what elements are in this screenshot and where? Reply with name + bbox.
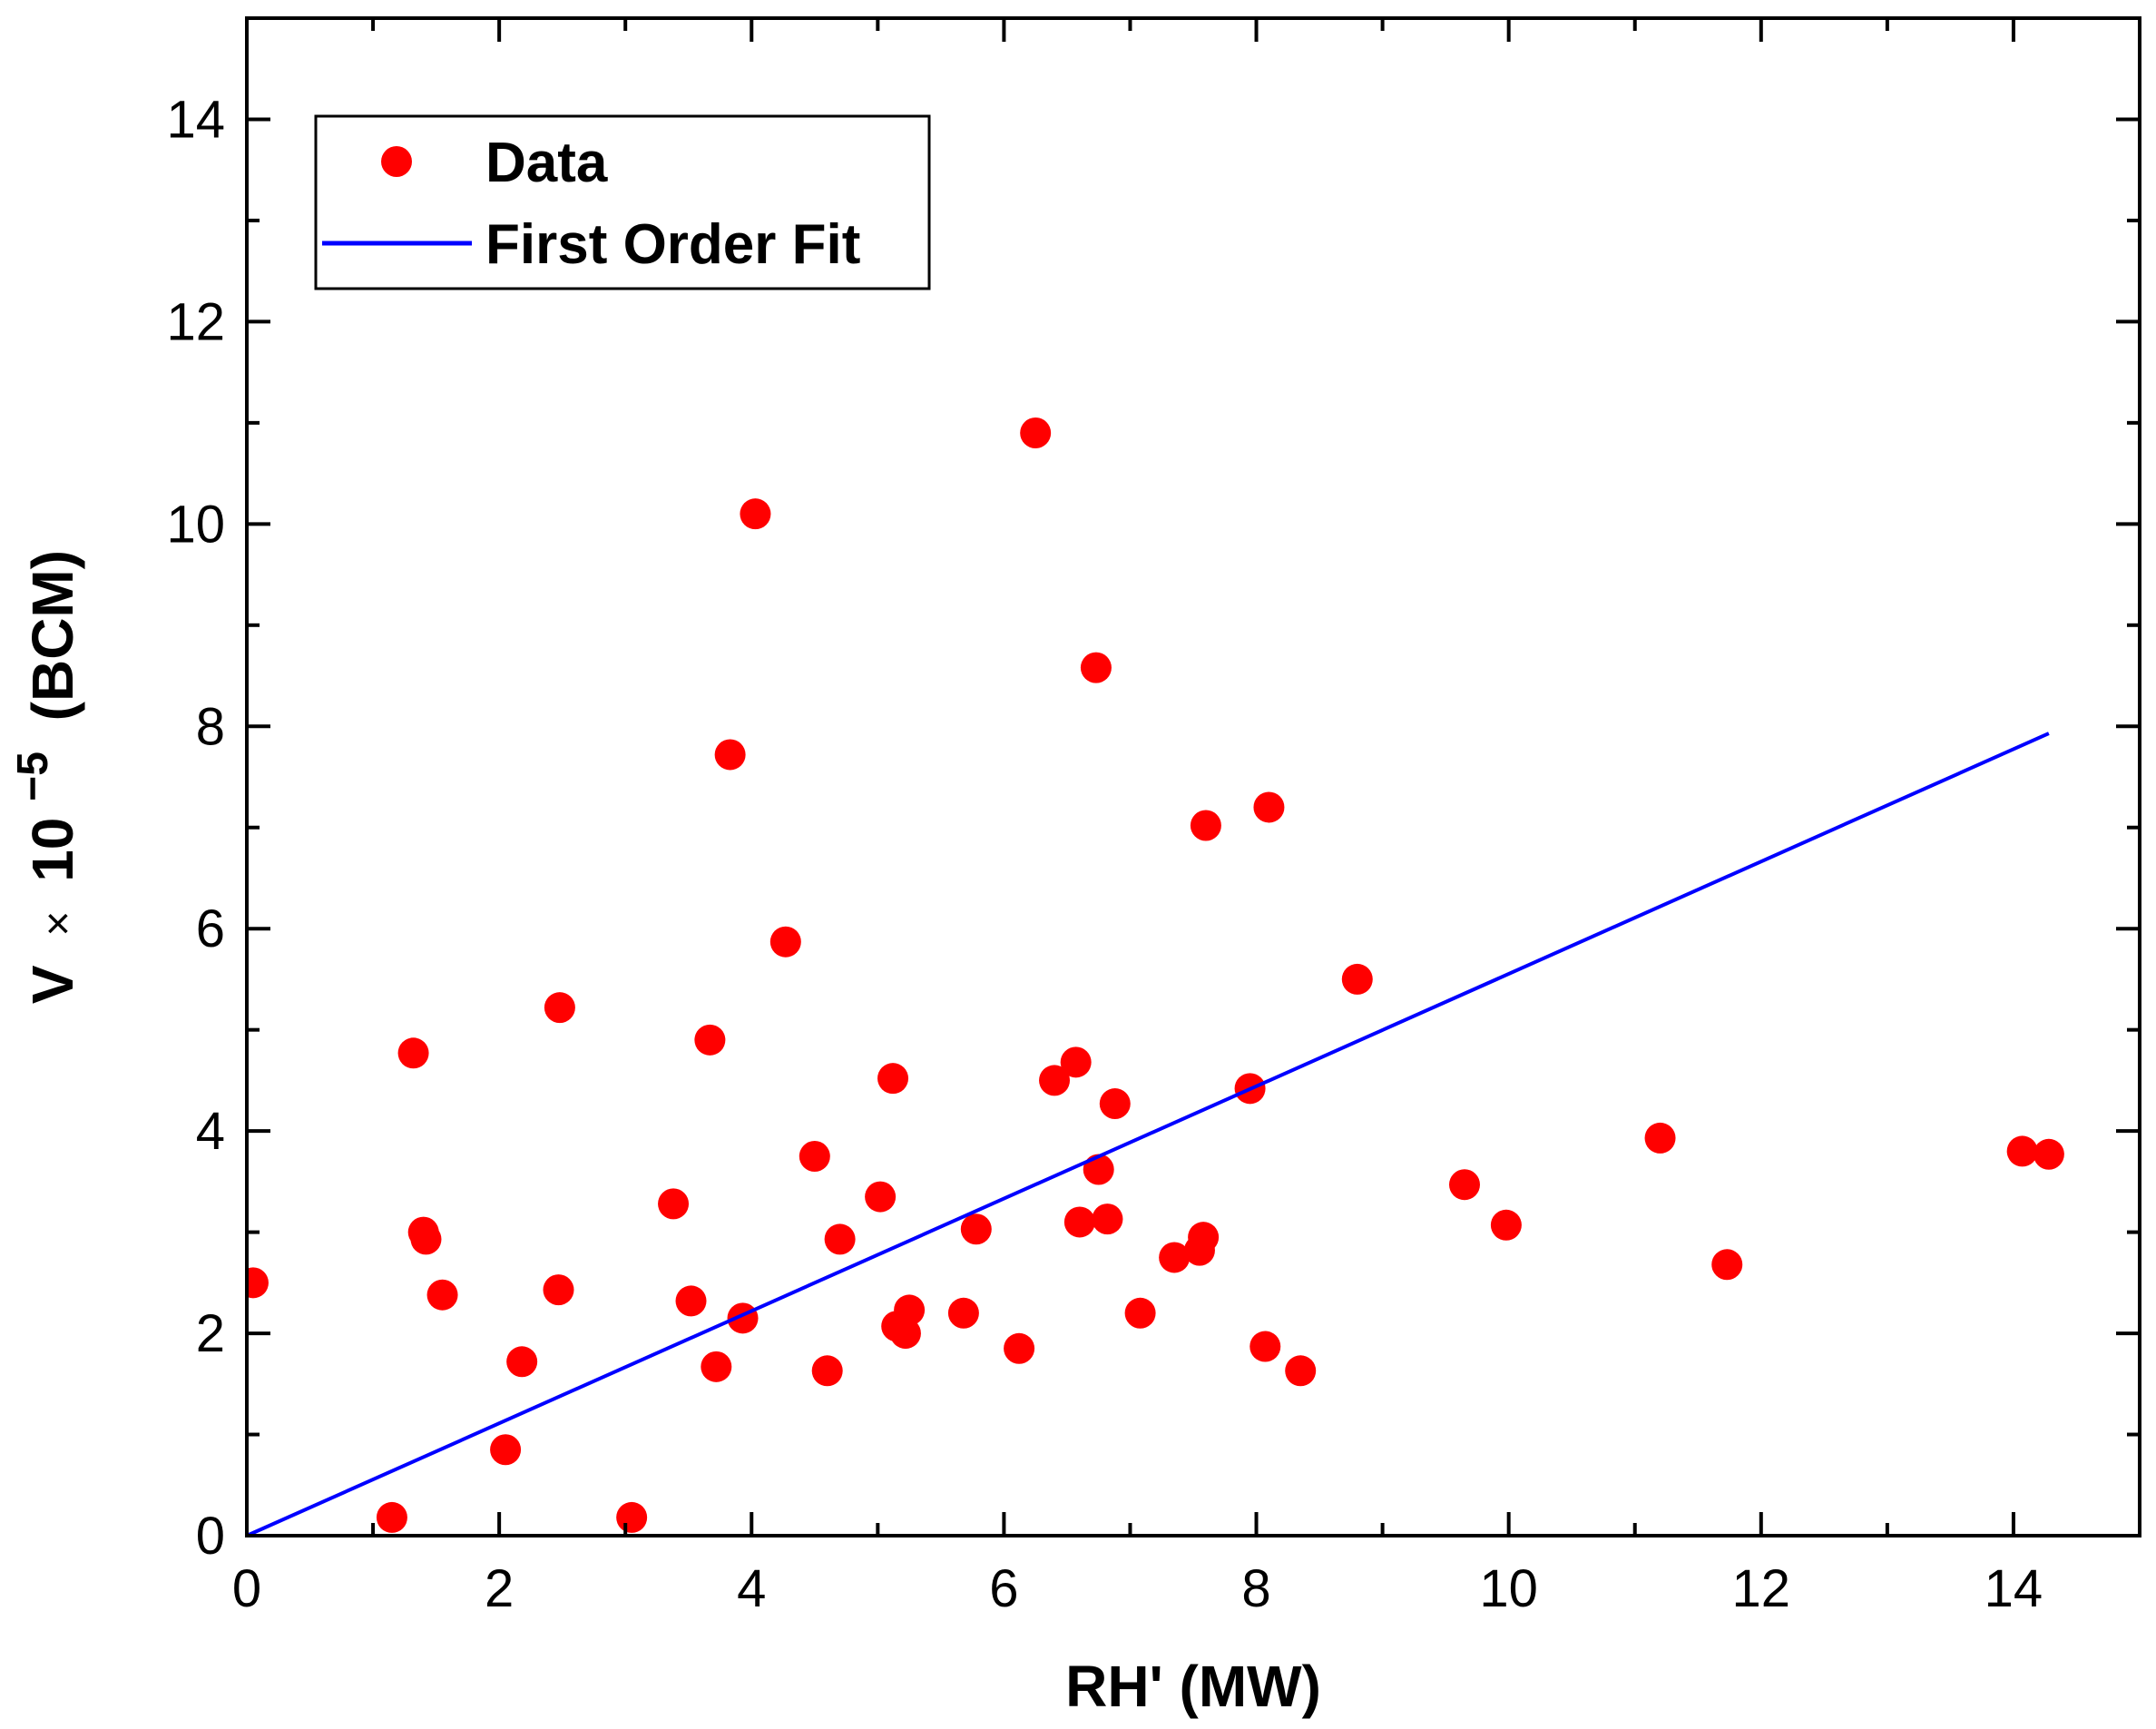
legend: Data First Order Fit	[314, 114, 931, 290]
y-axis-title-ten: 10	[20, 818, 85, 882]
legend-box	[314, 114, 931, 290]
data-point	[799, 1141, 830, 1172]
data-point	[1092, 1203, 1123, 1235]
series-layer	[247, 418, 2064, 1536]
data-point	[426, 1279, 458, 1311]
data-point	[675, 1285, 707, 1317]
data-point	[1448, 1169, 1480, 1201]
data-point	[1020, 418, 1052, 449]
x-tick-label: 12	[1732, 1559, 1791, 1618]
data-point	[889, 1318, 921, 1350]
x-tick-label: 8	[1241, 1559, 1270, 1618]
data-point	[1188, 1222, 1220, 1253]
data-point	[894, 1294, 926, 1326]
data-point	[1004, 1332, 1035, 1364]
data-point	[1711, 1249, 1743, 1281]
data-point	[616, 1501, 648, 1533]
y-axis-title: V × 10 −5 (BCM)	[0, 550, 85, 1004]
y-tick-label: 8	[196, 697, 225, 756]
ticks-layer	[245, 16, 2141, 1537]
x-tick-label: 4	[737, 1559, 766, 1618]
data-point	[1250, 1331, 1281, 1362]
data-point	[769, 926, 801, 958]
data-point	[865, 1181, 897, 1213]
y-tick-label: 12	[166, 292, 225, 351]
data-point	[1063, 1206, 1095, 1238]
data-point	[1253, 791, 1285, 823]
data-point	[960, 1213, 992, 1245]
data-point	[1083, 1154, 1114, 1185]
y-axis-title-exponent: −5	[9, 752, 57, 801]
data-point	[544, 992, 575, 1024]
data-point	[376, 1501, 407, 1533]
data-point	[1124, 1297, 1156, 1329]
x-tick-label: 10	[1479, 1559, 1538, 1618]
data-point	[543, 1274, 574, 1306]
data-point	[397, 1037, 429, 1069]
data-point	[701, 1351, 732, 1382]
data-point	[714, 739, 746, 771]
data-point	[1159, 1242, 1191, 1273]
y-tick-label: 14	[166, 90, 225, 149]
y-tick-label: 10	[166, 495, 225, 554]
data-point	[1285, 1355, 1317, 1387]
data-point	[1060, 1046, 1092, 1078]
data-point	[1099, 1088, 1131, 1120]
data-point	[247, 1267, 269, 1299]
data-point	[811, 1355, 843, 1387]
data-point	[740, 498, 771, 530]
data-point	[410, 1223, 442, 1255]
x-tick-label: 14	[1984, 1559, 2043, 1618]
data-point	[490, 1434, 522, 1466]
data-point	[658, 1188, 690, 1220]
fit-line	[247, 732, 2050, 1536]
y-tick-label: 2	[196, 1304, 225, 1363]
data-point	[506, 1346, 538, 1378]
data-point	[1644, 1122, 1676, 1154]
legend-marker-data	[381, 146, 412, 177]
data-point	[824, 1223, 856, 1255]
data-point	[1341, 963, 1373, 995]
y-axis-title-unit: (BCM)	[20, 550, 85, 721]
legend-label-fit: First Order Fit	[485, 213, 860, 276]
y-tick-label: 0	[196, 1507, 225, 1566]
x-tick-label: 6	[989, 1559, 1018, 1618]
data-point	[1039, 1065, 1071, 1096]
y-tick-label: 4	[196, 1102, 225, 1161]
data-point	[2006, 1135, 2038, 1167]
tick-labels-layer: 0 2 4 6 8 10 12 14 0 2 4 6 8 10 12 14	[166, 90, 2043, 1618]
data-point	[2033, 1138, 2064, 1170]
x-tick-label: 0	[232, 1559, 261, 1618]
data-point	[694, 1024, 726, 1056]
data-point	[877, 1063, 909, 1095]
data-point	[1080, 652, 1112, 683]
data-point	[947, 1297, 979, 1329]
data-point	[1190, 810, 1221, 841]
y-axis-title-base: V	[20, 965, 85, 1004]
x-axis-title: RH' (MW)	[1065, 1654, 1321, 1719]
y-axis-title-times: ×	[34, 911, 83, 937]
x-tick-label: 2	[485, 1559, 514, 1618]
y-tick-label: 6	[196, 899, 225, 958]
plot-frame	[245, 16, 2141, 1537]
data-point	[1490, 1209, 1522, 1241]
legend-label-data: Data	[485, 132, 608, 194]
